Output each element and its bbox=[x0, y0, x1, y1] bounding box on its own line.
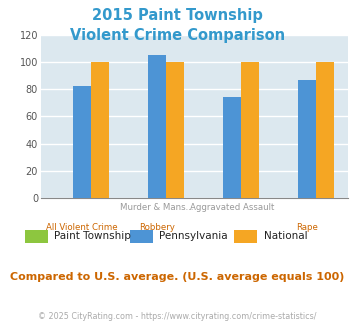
Bar bbox=[223, 97, 241, 198]
Bar bbox=[148, 55, 166, 198]
Bar bbox=[166, 62, 184, 198]
Text: Robbery: Robbery bbox=[139, 223, 175, 232]
Text: Rape: Rape bbox=[296, 223, 318, 232]
Text: Paint Township: Paint Township bbox=[54, 231, 131, 241]
Text: Compared to U.S. average. (U.S. average equals 100): Compared to U.S. average. (U.S. average … bbox=[10, 272, 345, 282]
Bar bbox=[298, 80, 316, 198]
Text: 2015 Paint Township: 2015 Paint Township bbox=[92, 8, 263, 23]
Text: © 2025 CityRating.com - https://www.cityrating.com/crime-statistics/: © 2025 CityRating.com - https://www.city… bbox=[38, 312, 317, 321]
Bar bbox=[241, 62, 259, 198]
Text: National: National bbox=[264, 231, 307, 241]
Text: Aggravated Assault: Aggravated Assault bbox=[190, 203, 274, 212]
Text: Pennsylvania: Pennsylvania bbox=[159, 231, 228, 241]
Text: All Violent Crime: All Violent Crime bbox=[46, 223, 118, 232]
Bar bbox=[316, 62, 334, 198]
Bar bbox=[73, 86, 91, 198]
Text: Murder & Mans...: Murder & Mans... bbox=[120, 203, 194, 212]
Bar bbox=[91, 62, 109, 198]
Text: Violent Crime Comparison: Violent Crime Comparison bbox=[70, 28, 285, 43]
